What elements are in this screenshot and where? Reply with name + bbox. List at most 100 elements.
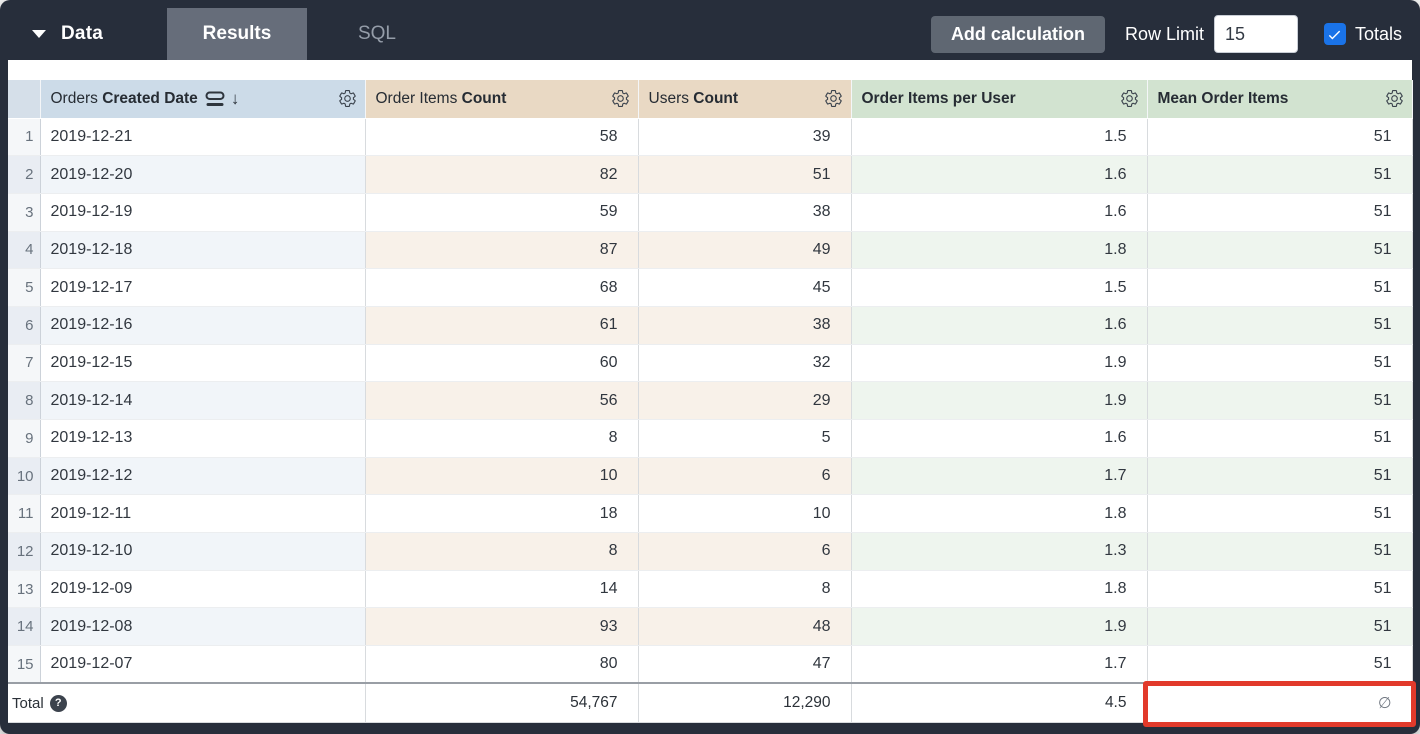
cell-order-items-per-user[interactable]: 1.9 <box>851 607 1148 647</box>
column-header-mean-order-items[interactable]: Mean Order Items <box>1147 80 1413 119</box>
gear-icon[interactable] <box>338 89 357 108</box>
cell-order-items-per-user[interactable]: 1.3 <box>851 532 1148 571</box>
cell-orders-created-date[interactable]: 2019-12-21 <box>40 118 366 157</box>
cell-mean-order-items[interactable]: 51 <box>1147 231 1413 270</box>
total-users-count[interactable]: 12,290 <box>638 682 852 723</box>
cell-order-items-count[interactable]: 8 <box>365 419 639 458</box>
cell-order-items-count[interactable]: 58 <box>365 118 639 157</box>
cell-mean-order-items[interactable]: 51 <box>1147 570 1413 609</box>
cell-order-items-count[interactable]: 93 <box>365 607 639 647</box>
cell-order-items-per-user[interactable]: 1.5 <box>851 118 1148 157</box>
cell-order-items-count[interactable]: 82 <box>365 155 639 194</box>
cell-users-count[interactable]: 39 <box>638 118 852 157</box>
cell-order-items-per-user[interactable]: 1.6 <box>851 419 1148 458</box>
sort-desc-arrow-icon: ↓ <box>230 89 240 109</box>
cell-orders-created-date[interactable]: 2019-12-10 <box>40 532 366 571</box>
cell-mean-order-items[interactable]: 51 <box>1147 457 1413 496</box>
data-section-toggle[interactable]: Data <box>8 8 167 60</box>
cell-orders-created-date[interactable]: 2019-12-08 <box>40 607 366 647</box>
cell-users-count[interactable]: 5 <box>638 419 852 458</box>
cell-users-count[interactable]: 6 <box>638 457 852 496</box>
cell-mean-order-items[interactable]: 51 <box>1147 268 1413 307</box>
cell-orders-created-date[interactable]: 2019-12-12 <box>40 457 366 496</box>
cell-order-items-per-user[interactable]: 1.9 <box>851 381 1148 420</box>
cell-order-items-count[interactable]: 80 <box>365 645 639 684</box>
column-header-users-count[interactable]: Users Count <box>638 80 852 119</box>
cell-order-items-count[interactable]: 60 <box>365 344 639 383</box>
cell-mean-order-items[interactable]: 51 <box>1147 306 1413 345</box>
cell-mean-order-items[interactable]: 51 <box>1147 419 1413 458</box>
cell-orders-created-date[interactable]: 2019-12-16 <box>40 306 366 345</box>
column-header-orders-created-date[interactable]: Orders Created Date ↓ <box>40 80 366 119</box>
cell-orders-created-date[interactable]: 2019-12-13 <box>40 419 366 458</box>
cell-order-items-count[interactable]: 87 <box>365 231 639 270</box>
cell-users-count[interactable]: 51 <box>638 155 852 194</box>
tab-results[interactable]: Results <box>167 8 307 60</box>
cell-users-count[interactable]: 45 <box>638 268 852 307</box>
cell-orders-created-date[interactable]: 2019-12-14 <box>40 381 366 420</box>
table-row: 1 2019-12-21 58 39 1.5 51 <box>8 118 1413 157</box>
cell-users-count[interactable]: 29 <box>638 381 852 420</box>
table-row: 5 2019-12-17 68 45 1.5 51 <box>8 268 1413 307</box>
total-mean-order-items[interactable]: ∅ <box>1147 682 1413 723</box>
cell-users-count[interactable]: 48 <box>638 607 852 647</box>
cell-users-count[interactable]: 6 <box>638 532 852 571</box>
cell-order-items-count[interactable]: 56 <box>365 381 639 420</box>
cell-order-items-per-user[interactable]: 1.8 <box>851 494 1148 534</box>
cell-mean-order-items[interactable]: 51 <box>1147 118 1413 157</box>
row-limit-input[interactable] <box>1213 15 1298 53</box>
cell-mean-order-items[interactable]: 51 <box>1147 607 1413 647</box>
cell-mean-order-items[interactable]: 51 <box>1147 344 1413 383</box>
caret-down-icon <box>32 30 46 38</box>
cell-order-items-per-user[interactable]: 1.8 <box>851 570 1148 609</box>
cell-orders-created-date[interactable]: 2019-12-09 <box>40 570 366 609</box>
cell-order-items-count[interactable]: 10 <box>365 457 639 496</box>
cell-orders-created-date[interactable]: 2019-12-17 <box>40 268 366 307</box>
cell-order-items-per-user[interactable]: 1.6 <box>851 193 1148 232</box>
cell-orders-created-date[interactable]: 2019-12-15 <box>40 344 366 383</box>
tab-sql[interactable]: SQL <box>357 23 397 44</box>
cell-users-count[interactable]: 8 <box>638 570 852 609</box>
gear-icon[interactable] <box>824 89 843 108</box>
cell-mean-order-items[interactable]: 51 <box>1147 193 1413 232</box>
cell-users-count[interactable]: 10 <box>638 494 852 534</box>
cell-order-items-count[interactable]: 14 <box>365 570 639 609</box>
cell-order-items-per-user[interactable]: 1.7 <box>851 645 1148 684</box>
cell-users-count[interactable]: 47 <box>638 645 852 684</box>
cell-orders-created-date[interactable]: 2019-12-11 <box>40 494 366 534</box>
total-order-items-per-user[interactable]: 4.5 <box>851 682 1148 723</box>
cell-mean-order-items[interactable]: 51 <box>1147 494 1413 534</box>
cell-orders-created-date[interactable]: 2019-12-18 <box>40 231 366 270</box>
cell-users-count[interactable]: 38 <box>638 193 852 232</box>
cell-orders-created-date[interactable]: 2019-12-19 <box>40 193 366 232</box>
cell-orders-created-date[interactable]: 2019-12-20 <box>40 155 366 194</box>
gear-icon[interactable] <box>1120 89 1139 108</box>
gear-icon[interactable] <box>1385 89 1404 108</box>
cell-order-items-count[interactable]: 68 <box>365 268 639 307</box>
cell-order-items-per-user[interactable]: 1.7 <box>851 457 1148 496</box>
cell-order-items-count[interactable]: 61 <box>365 306 639 345</box>
cell-orders-created-date[interactable]: 2019-12-07 <box>40 645 366 684</box>
cell-users-count[interactable]: 32 <box>638 344 852 383</box>
cell-order-items-per-user[interactable]: 1.8 <box>851 231 1148 270</box>
column-header-order-items-count[interactable]: Order Items Count <box>365 80 639 119</box>
cell-mean-order-items[interactable]: 51 <box>1147 381 1413 420</box>
cell-order-items-count[interactable]: 59 <box>365 193 639 232</box>
cell-mean-order-items[interactable]: 51 <box>1147 645 1413 684</box>
cell-order-items-count[interactable]: 18 <box>365 494 639 534</box>
cell-mean-order-items[interactable]: 51 <box>1147 532 1413 571</box>
cell-order-items-per-user[interactable]: 1.9 <box>851 344 1148 383</box>
gear-icon[interactable] <box>611 89 630 108</box>
help-icon[interactable]: ? <box>49 694 67 712</box>
cell-order-items-per-user[interactable]: 1.6 <box>851 306 1148 345</box>
cell-order-items-per-user[interactable]: 1.6 <box>851 155 1148 194</box>
add-calculation-button[interactable]: Add calculation <box>930 15 1105 53</box>
cell-mean-order-items[interactable]: 51 <box>1147 155 1413 194</box>
totals-checkbox[interactable] <box>1323 23 1346 45</box>
cell-users-count[interactable]: 38 <box>638 306 852 345</box>
cell-users-count[interactable]: 49 <box>638 231 852 270</box>
column-header-order-items-per-user[interactable]: Order Items per User <box>851 80 1148 119</box>
cell-order-items-per-user[interactable]: 1.5 <box>851 268 1148 307</box>
total-order-items-count[interactable]: 54,767 <box>365 682 639 723</box>
cell-order-items-count[interactable]: 8 <box>365 532 639 571</box>
